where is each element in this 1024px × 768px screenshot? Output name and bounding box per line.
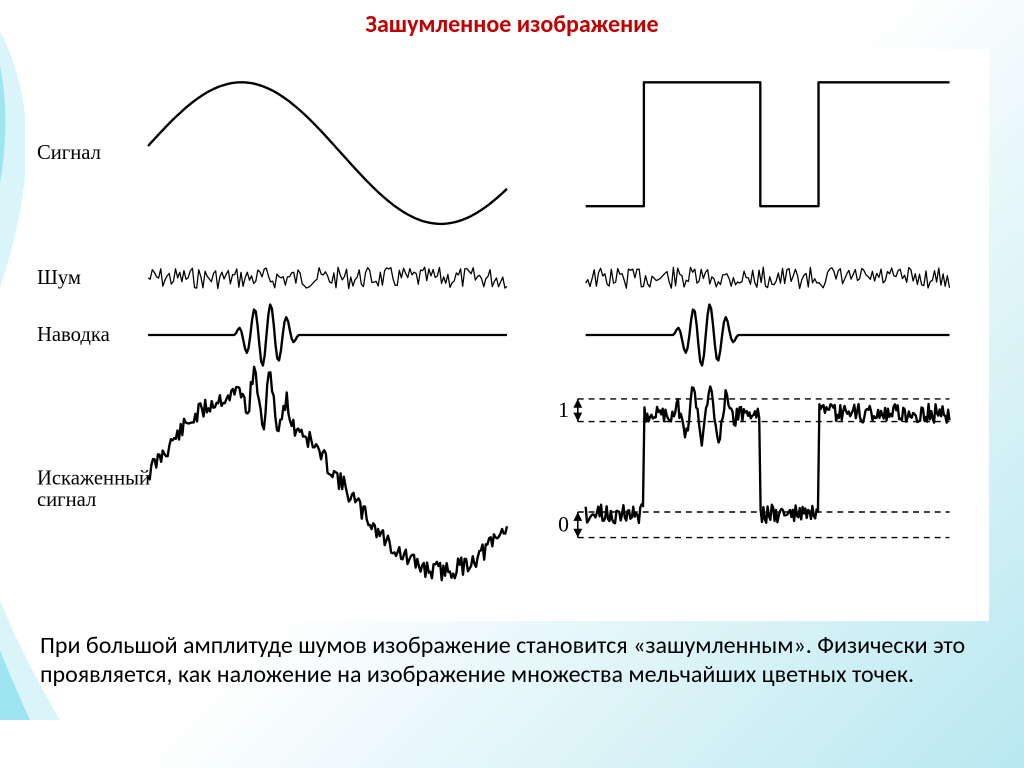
slide-caption: При большой амплитуде шумов изображение … xyxy=(40,631,984,689)
threshold-label-0: 0 xyxy=(558,513,569,537)
label-noise: Шум xyxy=(37,267,81,289)
slide-title: Зашумленное изображение xyxy=(0,0,1024,45)
label-interference: Наводка xyxy=(37,324,110,346)
label-signal: Сигнал xyxy=(37,142,101,164)
signal-diagram-svg: 1 0 Сигнал Шум Наводка Искаженныйсигнал xyxy=(35,55,979,615)
label-distorted: Искаженный xyxy=(37,467,150,489)
threshold-label-1: 1 xyxy=(558,398,569,422)
signal-diagram: 1 0 Сигнал Шум Наводка Искаженныйсигнал xyxy=(25,49,989,621)
label-distorted: сигнал xyxy=(37,489,96,511)
